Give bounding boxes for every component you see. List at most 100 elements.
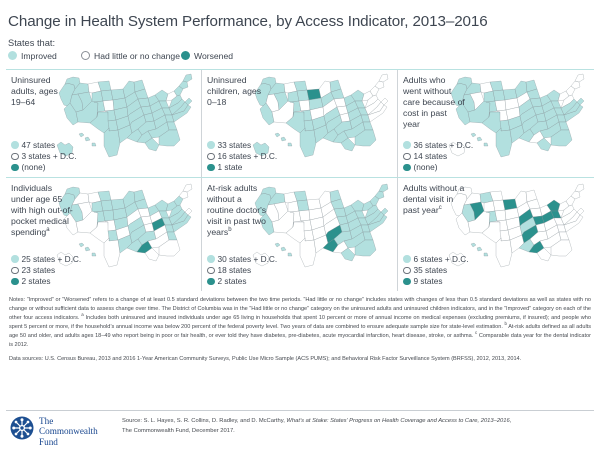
key-row-worsened: 2 states: [207, 276, 277, 287]
key-swatch-worsened-icon: [11, 163, 19, 172]
panel-uninsured-adults: Uninsured adults, ages 19–64: [6, 70, 204, 179]
key-label: 6 states + D.C.: [413, 253, 469, 264]
key-swatch-worsened-icon: [403, 163, 411, 172]
us-map-uninsured-adults: [52, 70, 204, 167]
notes-text-3: At-risk adults defined as all adults age…: [9, 324, 591, 340]
logo-line-3: Fund: [39, 436, 58, 447]
key-label: 23 states: [21, 264, 56, 275]
key-swatch-improved-icon: [403, 255, 411, 263]
legend-label-nochange: Had little or no change: [94, 50, 180, 61]
key-row-nochange: 3 states + D.C.: [11, 151, 77, 162]
key-swatch-improved-icon: [11, 255, 19, 263]
panel-key: 36 states + D.C. 14 states (none): [403, 140, 473, 174]
source-line-1: Source: S. L. Hayes, S. R. Collins, D. R…: [122, 417, 511, 427]
legend-swatch-worsened-icon: [181, 51, 190, 61]
key-row-nochange: 35 states: [403, 265, 469, 276]
notes-text-4: Comparable data year for the dental indi…: [9, 333, 591, 349]
logo-line-2: Commonwealth: [39, 426, 98, 437]
panel-went-without-care-cost: Adults who went without care because of …: [398, 70, 596, 179]
key-label: 16 states + D.C.: [217, 150, 278, 161]
key-swatch-worsened-icon: [403, 277, 411, 286]
key-label: 33 states: [217, 139, 252, 150]
notes-footnote-a: a: [81, 312, 84, 318]
key-row-nochange: 23 states: [11, 265, 81, 276]
panel-title-text: Adults without a dental visit in past ye…: [403, 183, 465, 216]
panel-title: Adults who went without care because of …: [403, 75, 465, 130]
source-line-2: The Commonwealth Fund, December 2017.: [122, 428, 235, 435]
panel-grid: Uninsured adults, ages 19–64: [6, 69, 596, 292]
key-row-worsened: (none): [403, 162, 473, 173]
legend-heading: States that:: [8, 37, 56, 48]
key-label: 14 states: [413, 150, 448, 161]
key-label: (none): [21, 162, 46, 173]
us-map-went-without-care-cost: [444, 70, 596, 167]
legend-item-worsened: Worsened: [181, 51, 233, 61]
notes-paragraph-1: Notes: “Improved” or “Worsened” refers t…: [9, 296, 591, 350]
key-label: 3 states + D.C.: [21, 150, 77, 161]
commonwealth-fund-logo: The Commonwealth Fund: [6, 416, 122, 447]
key-row-worsened: (none): [11, 162, 77, 173]
key-label: 25 states + D.C.: [21, 253, 82, 264]
panel-title: At-risk adults without a routine doctor'…: [207, 183, 269, 238]
key-swatch-worsened-icon: [207, 163, 215, 172]
key-label: (none): [413, 162, 438, 173]
panel-key: 25 states + D.C. 23 states 2 states: [11, 254, 81, 288]
panel-key: 33 states 16 states + D.C. 1 state: [207, 140, 277, 174]
panel-title: Uninsured adults, ages 19–64: [11, 75, 58, 108]
key-label: 2 states: [217, 276, 247, 287]
key-row-nochange: 16 states + D.C.: [207, 151, 277, 162]
key-swatch-worsened-icon: [11, 277, 19, 286]
legend-item-nochange: Had little or no change: [81, 51, 181, 61]
key-swatch-nochange-icon: [11, 152, 19, 161]
panel-title: Uninsured children, ages 0–18: [207, 75, 262, 108]
notes-paragraph-2: Data sources: U.S. Census Bureau, 2013 a…: [9, 356, 522, 363]
key-swatch-worsened-icon: [207, 277, 215, 286]
logo-line-1: The: [39, 416, 54, 427]
key-swatch-improved-icon: [207, 141, 215, 149]
us-map-uninsured-children: [248, 70, 400, 167]
footer: The Commonwealth Fund Source: S. L. Haye…: [6, 410, 594, 447]
panel-key: 47 states 3 states + D.C. (none): [11, 140, 77, 174]
key-row-improved: 6 states + D.C.: [403, 254, 469, 265]
legend-label-improved: Improved: [21, 50, 57, 61]
panel-key: 30 states + D.C. 18 states 2 states: [207, 254, 277, 288]
notes-footnote-c: c: [474, 330, 478, 336]
legend-label-worsened: Worsened: [194, 50, 234, 61]
source-prefix: Source: S. L. Hayes, S. R. Collins, D. R…: [122, 418, 287, 425]
us-map-no-routine-doctor-visit: [248, 180, 400, 277]
page-title: Change in Health System Performance, by …: [8, 13, 488, 30]
panel-high-out-of-pocket: Individuals under age 65 with high out-o…: [6, 178, 204, 292]
key-label: 36 states + D.C.: [413, 139, 474, 150]
panel-title-text: At-risk adults without a routine doctor'…: [207, 183, 267, 238]
panel-uninsured-children: Uninsured children, ages 0–18: [202, 70, 400, 179]
key-swatch-improved-icon: [207, 255, 215, 263]
notes-footnote-b: b: [504, 321, 507, 327]
panel-title: Adults without a dental visit in past ye…: [403, 183, 465, 216]
key-swatch-nochange-icon: [403, 266, 411, 275]
key-label: 35 states: [413, 264, 448, 275]
key-swatch-improved-icon: [11, 141, 19, 149]
key-swatch-nochange-icon: [403, 152, 411, 161]
legend-swatch-improved-icon: [8, 51, 17, 61]
key-swatch-nochange-icon: [207, 152, 215, 161]
key-swatch-nochange-icon: [207, 266, 215, 275]
key-row-improved: 33 states: [207, 140, 277, 151]
key-row-improved: 25 states + D.C.: [11, 254, 81, 265]
legend: States that: Improved Had little or no c…: [6, 38, 594, 61]
panel-key: 6 states + D.C. 35 states 9 states: [403, 254, 469, 288]
us-map-high-out-of-pocket: [52, 180, 204, 277]
source-citation: Source: S. L. Hayes, S. R. Collins, D. R…: [122, 416, 511, 437]
key-swatch-improved-icon: [403, 141, 411, 149]
key-label: 18 states: [217, 264, 252, 275]
panel-title-footnote: a: [46, 227, 50, 234]
notes-text-2: Includes both uninsured and insured indi…: [9, 315, 591, 331]
key-row-improved: 36 states + D.C.: [403, 140, 473, 151]
key-row-improved: 47 states: [11, 140, 77, 151]
panel-no-routine-doctor-visit: At-risk adults without a routine doctor'…: [202, 178, 400, 292]
panel-title-footnote: b: [228, 227, 232, 234]
panel-title-footnote: c: [438, 205, 442, 212]
key-label: 30 states + D.C.: [217, 253, 278, 264]
legend-swatch-nochange-icon: [81, 51, 90, 61]
key-row-nochange: 14 states: [403, 151, 473, 162]
